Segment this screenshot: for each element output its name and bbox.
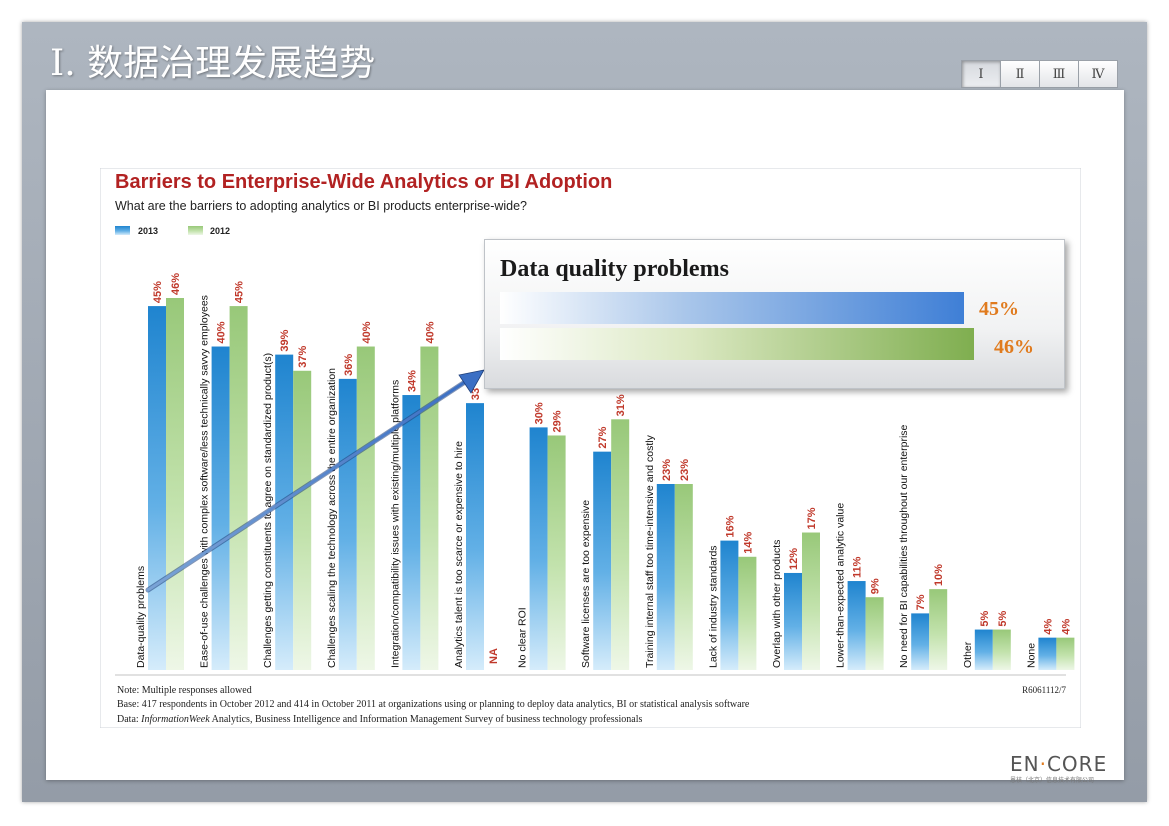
bar-2012-4 — [356, 346, 375, 670]
bar-2013-7 — [529, 427, 548, 670]
bar-2012-9 — [674, 484, 693, 670]
data-label-2013-6: 33 — [470, 388, 482, 400]
bar-2013-9 — [656, 484, 675, 670]
category-label-8: Software licenses are too expensive — [580, 500, 592, 668]
data-label-2012-6: NA — [488, 648, 500, 664]
category-label-12: Lower-than-expected analytic value — [835, 503, 847, 668]
chart-note: Note: Multiple responses allowed — [117, 685, 252, 696]
bar-2013-11 — [784, 572, 802, 670]
data-label-2013-8: 27% — [597, 426, 609, 448]
data-label-2012-9: 23% — [679, 459, 691, 481]
bar-2012-2 — [229, 306, 248, 670]
chart-source: Data: InformationWeek Analytics, Busines… — [117, 714, 642, 725]
chart-subtitle: What are the barriers to adopting analyt… — [115, 199, 527, 213]
bar-2012-8 — [611, 419, 630, 670]
callout-bar-2013 — [500, 292, 964, 324]
data-label-2012-12: 9% — [870, 578, 882, 594]
nav-tab-4[interactable]: Ⅳ — [1078, 60, 1118, 88]
category-label-2: Ease-of-use challenges with complex soft… — [199, 295, 211, 668]
category-label-10: Lack of industry standards — [707, 545, 719, 668]
data-label-2012-1: 46% — [170, 273, 182, 295]
bar-2013-15 — [1038, 637, 1057, 670]
data-label-2012-5: 40% — [424, 321, 436, 343]
data-label-2012-8: 31% — [615, 394, 627, 416]
category-label-1: Data-quality problems — [135, 566, 147, 668]
data-label-2013-1: 45% — [152, 281, 164, 303]
legend-swatch-2012 — [188, 226, 203, 235]
category-label-4: Challenges scaling the technology across… — [326, 368, 338, 668]
nav-tab-3[interactable]: Ⅲ — [1039, 60, 1079, 88]
bar-2013-1 — [148, 306, 166, 670]
bar-2012-3 — [293, 370, 312, 670]
data-label-2013-14: 5% — [979, 610, 991, 626]
data-label-2012-14: 5% — [997, 610, 1009, 626]
category-label-7: No clear ROI — [517, 607, 529, 668]
chart-title: Barriers to Enterprise-Wide Analytics or… — [115, 171, 612, 193]
data-label-2013-4: 36% — [343, 354, 355, 376]
bar-2012-1 — [166, 298, 184, 670]
data-label-2012-15: 4% — [1060, 619, 1072, 635]
callout-box: Data quality problems 45% 46% — [484, 239, 1065, 389]
nav-tab-1[interactable]: Ⅰ — [961, 60, 1001, 88]
slide-title: I. 数据治理发展趋势 — [50, 43, 376, 84]
data-label-2012-2: 45% — [234, 281, 246, 303]
data-label-2013-5: 34% — [406, 370, 418, 392]
data-label-2013-13: 7% — [915, 594, 927, 610]
legend-label-2013: 2013 — [138, 226, 158, 236]
data-label-2013-2: 40% — [216, 321, 228, 343]
category-label-14: Other — [962, 641, 974, 668]
data-label-2013-9: 23% — [661, 459, 673, 481]
callout-value-2012: 46% — [994, 336, 1034, 358]
data-label-2013-11: 12% — [788, 548, 800, 570]
data-label-2013-3: 39% — [279, 329, 291, 351]
category-label-9: Training internal staff too time-intensi… — [644, 434, 656, 668]
data-label-2013-15: 4% — [1042, 619, 1054, 635]
data-label-2012-4: 40% — [361, 321, 373, 343]
bar-2012-11 — [802, 532, 820, 670]
bar-2013-12 — [847, 581, 866, 670]
bar-2013-2 — [211, 346, 230, 670]
bar-2012-7 — [547, 435, 566, 670]
bar-2012-15 — [1056, 637, 1075, 670]
bar-2013-14 — [974, 629, 993, 670]
bar-2013-3 — [275, 354, 294, 670]
data-label-2013-12: 11% — [852, 556, 864, 578]
callout-title: Data quality problems — [500, 256, 729, 282]
category-label-6: Analytics talent is too scarce or expens… — [453, 441, 465, 668]
bar-2012-13 — [929, 589, 948, 670]
category-label-11: Overlap with other products — [771, 540, 783, 668]
callout-value-2013: 45% — [979, 298, 1019, 320]
bar-2013-8 — [593, 451, 612, 670]
data-label-2013-7: 30% — [534, 402, 546, 424]
data-label-2012-10: 14% — [742, 532, 754, 554]
nav-tab-2[interactable]: Ⅱ — [1000, 60, 1040, 88]
section-nav: Ⅰ Ⅱ Ⅲ Ⅳ — [961, 60, 1118, 88]
data-label-2012-7: 29% — [552, 410, 564, 432]
bar-2012-12 — [865, 597, 884, 670]
legend-swatch-2013 — [115, 226, 130, 235]
company-logo: EN·CORE — [1010, 752, 1108, 776]
bar-2013-5 — [402, 395, 421, 670]
legend-label-2012: 2012 — [210, 226, 230, 236]
category-label-13: No need for BI capabilities throughout o… — [898, 424, 910, 668]
data-label-2012-3: 37% — [297, 346, 309, 368]
bar-2012-5 — [420, 346, 439, 670]
bar-2012-10 — [738, 556, 757, 670]
category-label-3: Challenges getting constituents to agree… — [262, 353, 274, 668]
bar-2013-6 — [466, 403, 484, 670]
bar-2013-10 — [720, 540, 739, 670]
data-label-2012-11: 17% — [806, 507, 818, 529]
bar-2013-13 — [911, 613, 930, 670]
callout-bar-2012 — [500, 328, 974, 360]
data-label-2013-10: 16% — [724, 515, 736, 537]
category-label-15: None — [1025, 643, 1037, 668]
chart-report-id: R6061112/7 — [1022, 685, 1066, 695]
bar-2012-14 — [992, 629, 1011, 670]
category-label-5: Integration/compatibility issues with ex… — [389, 380, 401, 668]
data-label-2012-13: 10% — [933, 564, 945, 586]
bar-2013-4 — [338, 378, 357, 670]
chart-base: Base: 417 respondents in October 2012 an… — [117, 699, 750, 710]
company-logo-subtitle: 恩核（北京）信息技术有限公司 — [1010, 778, 1095, 784]
